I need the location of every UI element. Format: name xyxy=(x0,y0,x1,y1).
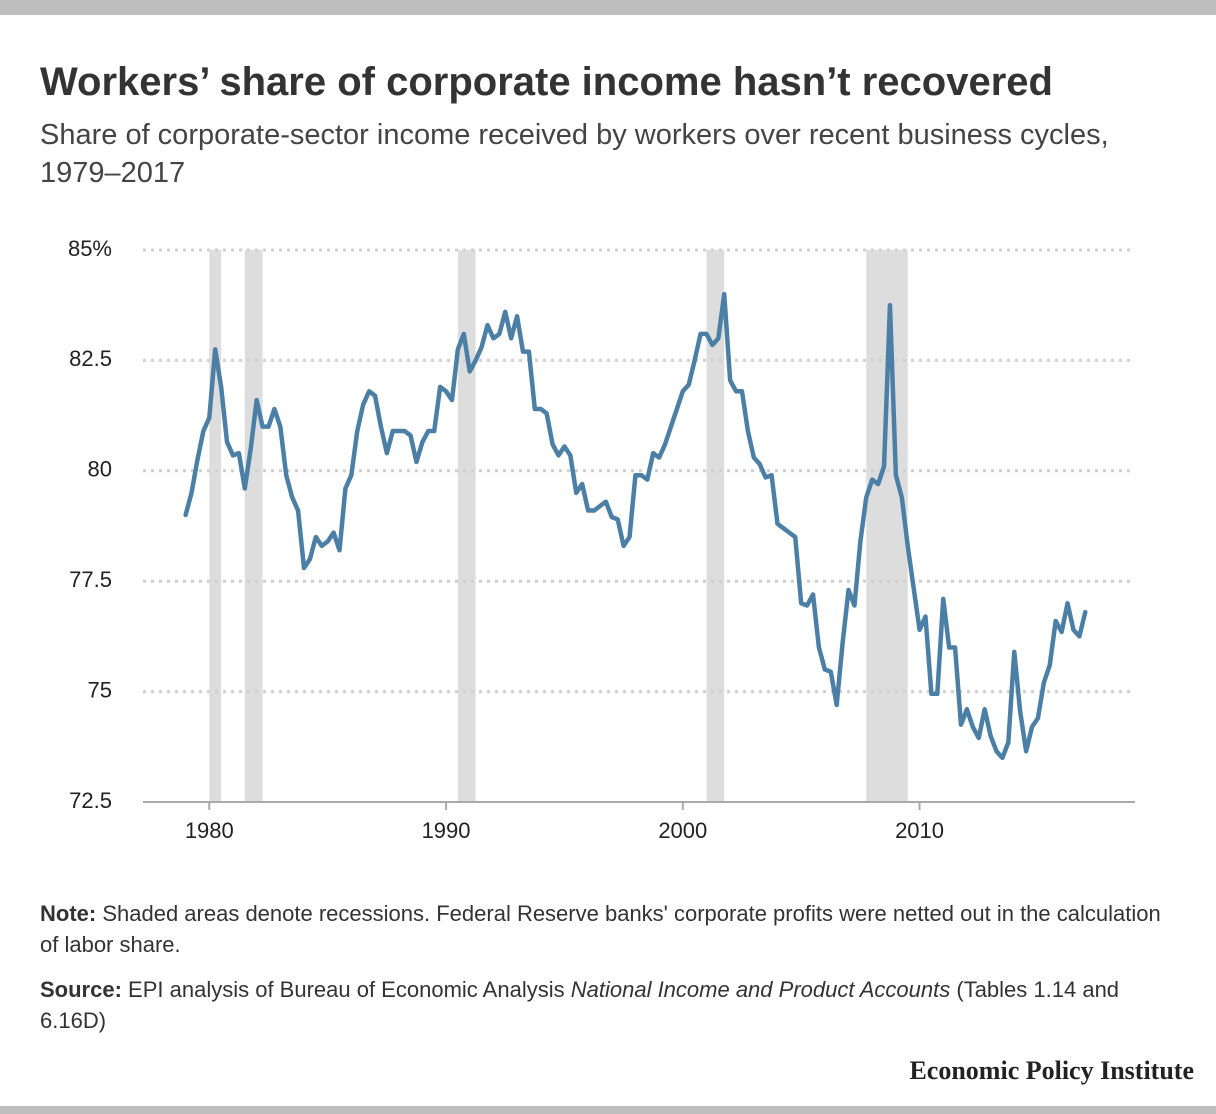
note-label: Note: xyxy=(40,901,97,926)
y-tick-label: 82.5 xyxy=(69,346,112,371)
note-text: Shaded areas denote recessions. Federal … xyxy=(40,901,1161,957)
recession-band xyxy=(457,250,476,802)
series-line xyxy=(183,291,1088,761)
x-tick-label: 2000 xyxy=(658,818,707,843)
source-italic: National Income and Product Accounts xyxy=(570,977,951,1002)
chart-title: Workers’ share of corporate income hasn’… xyxy=(40,60,1053,104)
chart-subtitle: Share of corporate-sector income receive… xyxy=(40,119,1109,189)
brand: Economic Policy Institute xyxy=(909,1056,1194,1085)
source-label: Source: xyxy=(40,977,122,1002)
bottom-bar xyxy=(0,1106,1216,1114)
note: Note: Shaded areas denote recessions. Fe… xyxy=(40,898,1170,960)
source-tail: (Tables 1.14 and 6.16D) xyxy=(40,977,1120,1033)
x-tick-label: 1990 xyxy=(422,818,471,843)
y-tick-label: 80 xyxy=(88,457,112,482)
source-text: EPI analysis of Bureau of Economic Analy… xyxy=(128,977,565,1002)
recession-band xyxy=(706,250,725,802)
y-tick-label: 85% xyxy=(68,236,112,261)
recession-band xyxy=(209,250,222,802)
source: Source: EPI analysis of Bureau of Econom… xyxy=(40,974,1170,1036)
recession-band xyxy=(244,250,263,802)
y-tick-label: 72.5 xyxy=(69,788,112,813)
top-bar xyxy=(0,0,1216,15)
y-tick-label: 75 xyxy=(88,677,112,702)
x-tick-label: 1980 xyxy=(185,818,234,843)
y-tick-label: 77.5 xyxy=(69,567,112,592)
x-tick-label: 2010 xyxy=(895,818,944,843)
